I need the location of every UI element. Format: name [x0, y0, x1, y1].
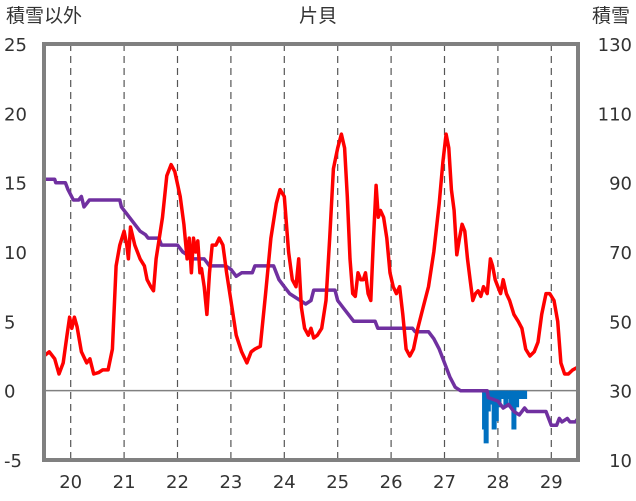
- snowfall-bar-14: [516, 390, 522, 399]
- left-tick-label: 20: [4, 104, 27, 125]
- right-axis-ticks: 10 30 50 70 90 110 130: [598, 35, 632, 472]
- x-tick-label: 25: [326, 472, 349, 493]
- left-tick-label: 0: [4, 382, 15, 403]
- right-tick-label: 130: [598, 35, 632, 56]
- frame-rect: [42, 42, 580, 462]
- snowfall-bar-2: [485, 390, 491, 412]
- snowfall-bar-10: [506, 390, 512, 399]
- x-tick-label: 24: [273, 472, 296, 493]
- right-tick-label: 30: [609, 382, 632, 403]
- right-tick-label: 50: [609, 312, 632, 333]
- left-tick-label: 25: [4, 35, 27, 56]
- left-axis-label: 積雪以外: [6, 5, 82, 27]
- left-tick-label: 5: [4, 312, 15, 333]
- right-tick-label: 110: [598, 104, 632, 125]
- x-tick-label: 21: [113, 472, 136, 493]
- left-tick-label: 10: [4, 243, 27, 264]
- series-lines: [42, 132, 580, 428]
- snowfall-bar-1: [483, 390, 489, 444]
- x-tick-label: 22: [166, 472, 189, 493]
- right-tick-label: 70: [609, 243, 632, 264]
- snow-depth-line: [42, 177, 580, 428]
- chart-title: 片貝: [299, 5, 337, 27]
- snowfall-bar-8: [500, 390, 506, 399]
- snowfall-bar-15: [519, 390, 525, 399]
- plot-frame: [42, 42, 580, 462]
- x-tick-label: 28: [486, 472, 509, 493]
- right-axis-label: 積雪: [592, 5, 630, 27]
- x-tick-label: 29: [540, 472, 563, 493]
- snowfall-bar-13: [514, 390, 520, 408]
- x-axis-ticks: 20 21 22 23 24 25 26 27 28 29: [59, 472, 563, 493]
- left-tick-label: -5: [4, 451, 22, 472]
- x-tick-label: 26: [380, 472, 403, 493]
- snowfall-bar-9: [503, 390, 509, 408]
- x-tick-label: 27: [433, 472, 456, 493]
- right-tick-label: 10: [609, 451, 632, 472]
- snowfall-bar-11: [508, 390, 514, 408]
- left-axis-ticks: -5 0 5 10 15 20 25: [4, 35, 27, 472]
- left-tick-label: 15: [4, 174, 27, 195]
- temperature-line: [42, 132, 580, 376]
- snowfall-bar-5: [493, 390, 499, 422]
- snowfall-bar-16: [522, 390, 528, 399]
- right-tick-label: 90: [609, 174, 632, 195]
- x-tick-label: 23: [219, 472, 242, 493]
- grid-lines: [70, 44, 552, 460]
- x-tick-label: 20: [59, 472, 82, 493]
